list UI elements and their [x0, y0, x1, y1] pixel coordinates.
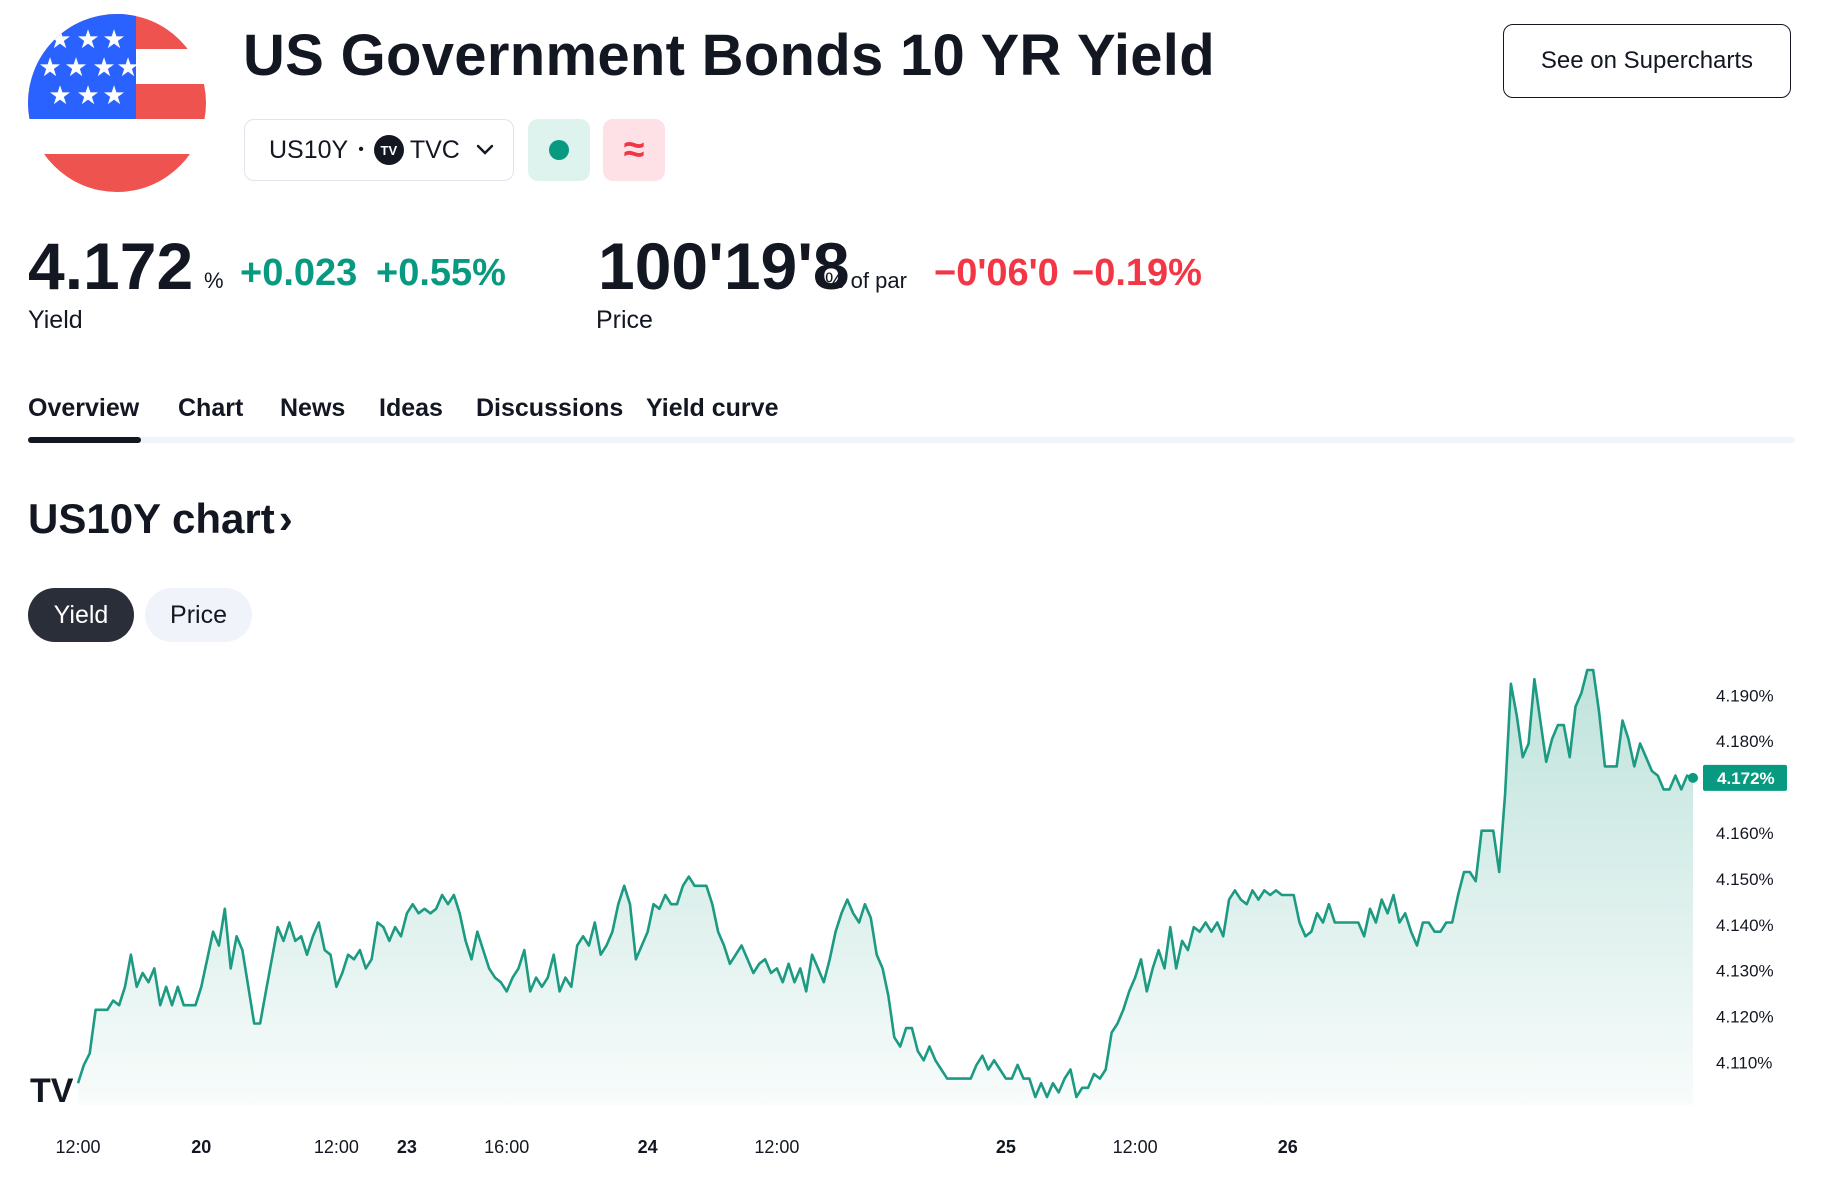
yield-change-percent: +0.55% [376, 252, 506, 294]
price-value: 100'19'8 [598, 229, 850, 303]
x-axis-tick-label: 12:00 [754, 1137, 799, 1157]
x-axis-tick-label: 12:00 [314, 1137, 359, 1157]
see-on-supercharts-button[interactable]: See on Supercharts [1503, 24, 1791, 98]
market-open-dot-icon [549, 140, 569, 160]
tradingview-logo-icon: TV [373, 135, 404, 165]
x-axis-tick-label: 26 [1278, 1137, 1298, 1157]
x-axis-tick-label: 25 [996, 1137, 1016, 1157]
chart-section-title: US10Y chart [28, 495, 275, 542]
svg-text:★: ★ [64, 52, 87, 82]
price-toggle-button[interactable]: Price [145, 588, 252, 642]
y-axis-tick-label: 4.120% [1716, 1008, 1774, 1027]
x-axis-tick-label: 20 [191, 1137, 211, 1157]
svg-text:★: ★ [48, 24, 71, 54]
svg-text:★: ★ [76, 80, 99, 110]
tab-yield-curve[interactable]: Yield curve [646, 394, 779, 422]
price-change: −0'06'0 [934, 252, 1059, 294]
tradingview-watermark: TV [30, 1072, 74, 1110]
active-tab-indicator [28, 437, 141, 443]
yield-toggle-button[interactable]: Yield [28, 588, 134, 642]
market-open-status-button[interactable] [528, 119, 590, 181]
svg-text:★: ★ [116, 52, 139, 82]
x-axis-tick-label: 12:00 [55, 1137, 100, 1157]
svg-text:★: ★ [76, 24, 99, 54]
y-axis-tick-label: 4.130% [1716, 962, 1774, 981]
yield-area [78, 670, 1693, 1105]
price-change-percent: −0.19% [1072, 252, 1202, 294]
yield-line [76, 668, 1694, 1099]
current-value-label: 4.172% [1717, 769, 1775, 788]
price-unit: % of par [825, 268, 907, 293]
tab-discussions[interactable]: Discussions [476, 394, 624, 422]
tabs-track [28, 437, 1795, 443]
y-axis-tick-label: 4.150% [1716, 870, 1774, 889]
x-axis-tick-label: 24 [638, 1137, 658, 1157]
delayed-data-button[interactable]: ≈ [603, 119, 665, 181]
exchange-name: TVC [409, 135, 460, 164]
yield-unit: % [204, 268, 224, 293]
y-axis-tick-label: 4.190% [1716, 686, 1774, 705]
approx-icon: ≈ [623, 128, 645, 171]
yield-value: 4.172 [28, 229, 194, 303]
symbol-separator: • [358, 141, 364, 158]
last-point-marker [1688, 772, 1698, 783]
page-title: US Government Bonds 10 YR Yield [243, 23, 1215, 88]
svg-text:★: ★ [38, 52, 61, 82]
y-axis-tick-label: 4.180% [1716, 732, 1774, 751]
chart-section-link[interactable]: US10Y chart› [28, 495, 293, 543]
current-value-tag: 4.172% [1703, 764, 1787, 791]
chevron-down-icon [476, 144, 494, 156]
yield-change: +0.023 [240, 252, 358, 294]
price-label: Price [596, 306, 653, 334]
svg-text:★: ★ [102, 24, 125, 54]
tab-overview[interactable]: Overview [28, 394, 140, 422]
tradingview-watermark-icon: TV [30, 1072, 74, 1110]
chevron-right-icon: › [278, 495, 293, 542]
svg-text:★: ★ [48, 80, 71, 110]
tab-news[interactable]: News [280, 394, 346, 422]
us-flag-icon: ★ ★ ★ ★ ★ ★ ★ ★ ★ ★ [28, 14, 206, 192]
tab-chart[interactable]: Chart [178, 394, 244, 422]
symbol-ticker: US10Y [269, 135, 349, 164]
symbol-selector[interactable]: US10Y • TV TVC [244, 119, 514, 181]
x-axis-tick-label: 23 [397, 1137, 417, 1157]
yield-chart[interactable]: 4.190% 4.180% 4.160% 4.150% 4.140% 4.130% 4.12… [0, 650, 1841, 1182]
y-axis-tick-label: 4.110% [1716, 1054, 1772, 1073]
svg-text:★: ★ [92, 52, 115, 82]
x-axis-tick-label: 12:00 [1113, 1137, 1158, 1157]
tab-ideas[interactable]: Ideas [379, 394, 443, 422]
y-axis-tick-label: 4.140% [1716, 916, 1774, 935]
yield-label: Yield [28, 306, 83, 334]
y-axis-tick-label: 4.160% [1716, 824, 1774, 843]
svg-text:★: ★ [102, 80, 125, 110]
x-axis-tick-label: 16:00 [484, 1137, 529, 1157]
